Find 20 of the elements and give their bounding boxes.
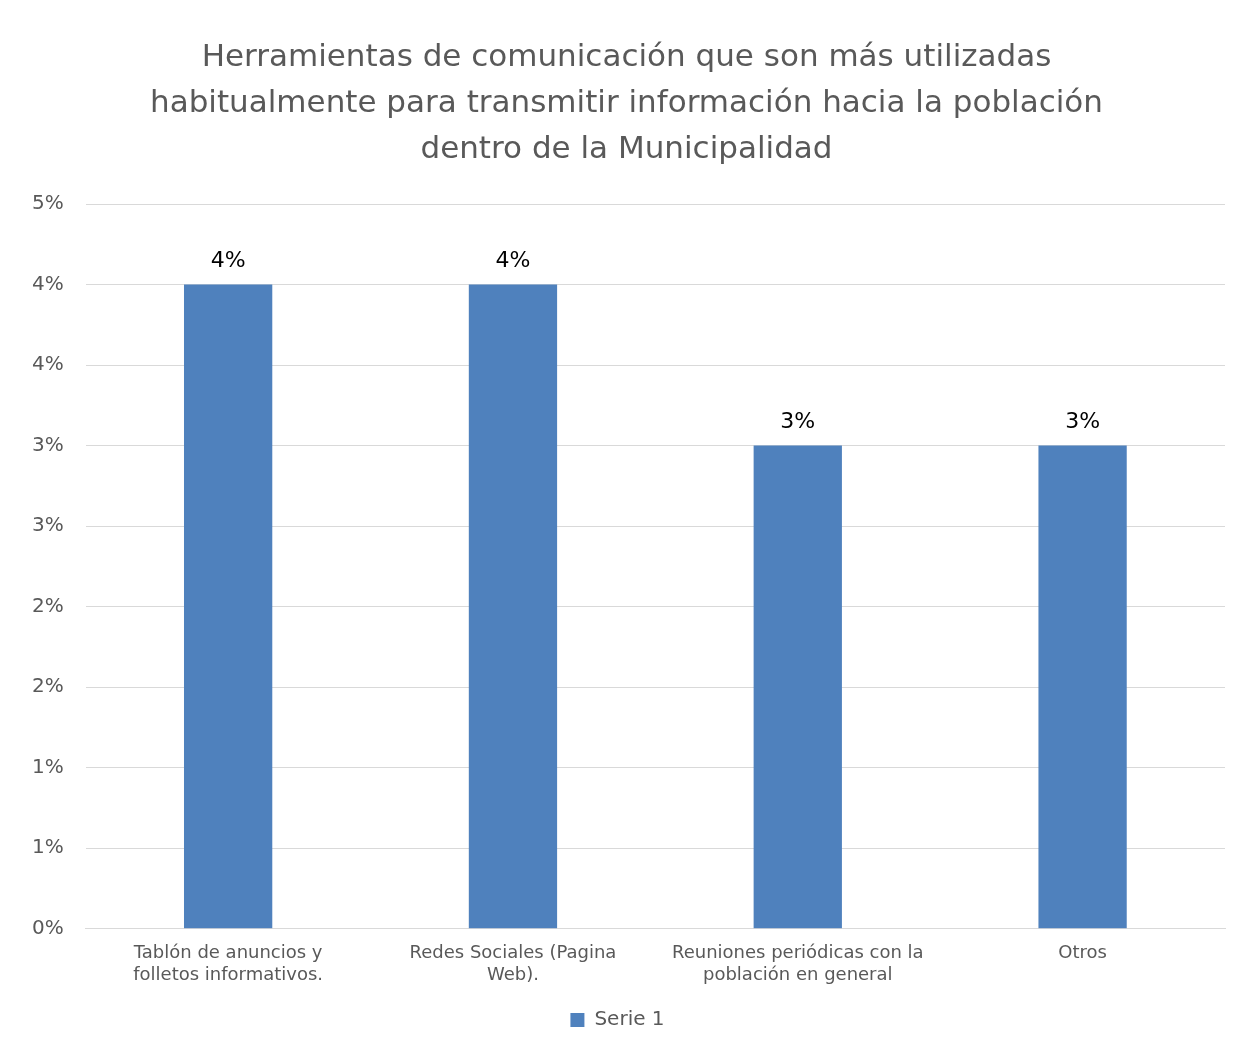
data-label: 4% <box>210 247 246 273</box>
y-tick-label: 4% <box>31 270 64 295</box>
y-tick-label: 4% <box>31 351 64 376</box>
y-tick-label: 0% <box>31 915 64 939</box>
y-tick-label: 1% <box>31 834 64 859</box>
y-tick-label: 5% <box>31 190 64 215</box>
chart-title: Herramientas de comunicación que son más utilizadas habitualmente para transmitir información hacia la población dentro de la Municipalidad <box>149 36 1104 167</box>
legend-label: Serie 1 <box>594 1006 665 1031</box>
x-tick-label: Redes Sociales (Pagina Web). <box>409 941 617 984</box>
y-tick-label: 1% <box>31 753 64 778</box>
x-tick-label: Otros <box>1058 941 1107 963</box>
data-label: 3% <box>780 408 816 434</box>
x-tick-label: Tablón de anuncios y folletos informativos. <box>132 941 324 984</box>
data-label: 3% <box>1065 408 1101 434</box>
x-tick-label: Reuniones periódicas con la población en general <box>671 941 924 984</box>
y-tick-label: 3% <box>31 431 64 456</box>
y-tick-label: 2% <box>31 673 64 698</box>
y-tick-label: 2% <box>31 592 64 617</box>
y-tick-label: 3% <box>31 512 64 537</box>
data-label: 4% <box>495 247 531 273</box>
